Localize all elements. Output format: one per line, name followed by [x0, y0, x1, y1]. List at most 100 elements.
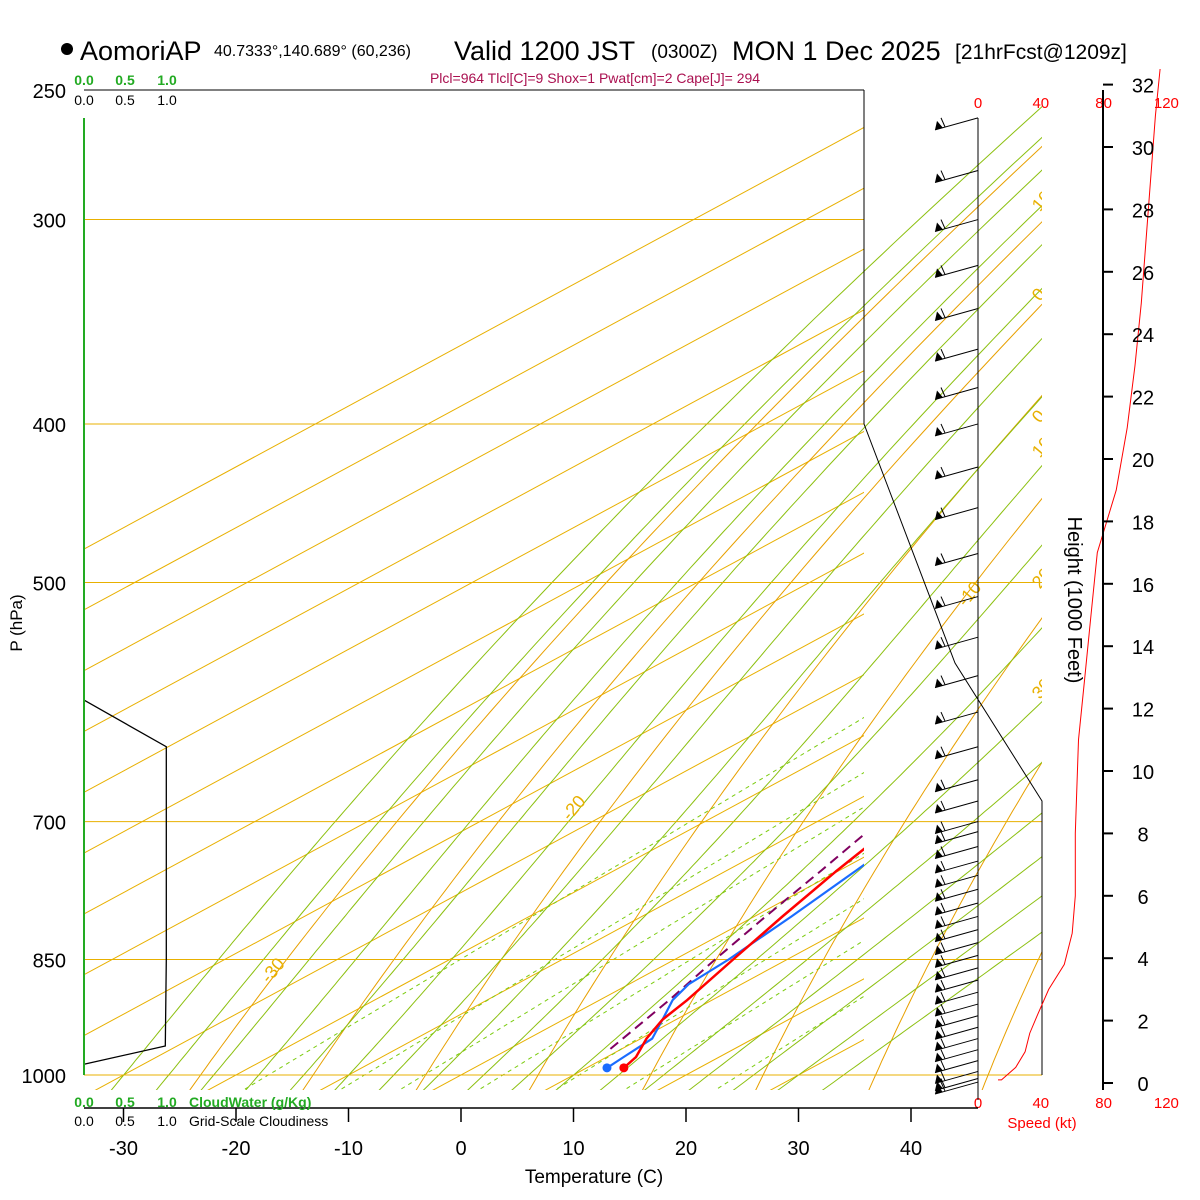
- height-tick-label: 2: [1137, 1012, 1148, 1034]
- pressure-tick-label: 500: [33, 574, 66, 596]
- theta-label: -20: [558, 791, 590, 824]
- wind-barb-feather: [940, 902, 946, 913]
- speed-bottom-tick-label: 0: [974, 1095, 982, 1112]
- moist-adiabat: [821, 931, 1042, 1090]
- wind-barb-flag: [935, 932, 943, 942]
- wind-barb-feather: [940, 1027, 946, 1037]
- theta-label: 10: [1028, 433, 1056, 461]
- wind-barb: [934, 466, 979, 480]
- height-tick-label: 32: [1132, 76, 1154, 98]
- wind-barb-flag: [935, 824, 943, 834]
- wind-barb: [934, 1038, 979, 1052]
- wind-barb-feather: [940, 711, 946, 722]
- wind-barb-feather: [940, 967, 946, 978]
- isotherm-line: [84, 613, 864, 1037]
- wind-barb-flag: [935, 919, 943, 929]
- speed-bottom-tick-label: 80: [1095, 1095, 1112, 1112]
- dry-adiabat: [302, 221, 1042, 1090]
- wind-barb-feather: [940, 596, 946, 606]
- height-tick-label: 16: [1132, 575, 1154, 597]
- isotherm-line: [319, 795, 864, 1090]
- cloudwater-top-label: 0.0: [74, 72, 94, 88]
- height-tick-label: 30: [1132, 138, 1154, 160]
- height-tick-label: 20: [1132, 450, 1154, 472]
- wind-barb: [934, 1003, 979, 1017]
- plateau-outline: [863, 90, 1043, 1075]
- height-tick-label: 24: [1132, 325, 1154, 347]
- isotherm-line: [84, 430, 864, 854]
- wind-barb-flag: [935, 970, 943, 980]
- wind-barb-flag: [935, 556, 943, 566]
- wind-barb-flag: [935, 390, 943, 400]
- wind-barb-flag: [935, 782, 943, 792]
- valid-utc: (0300Z): [651, 42, 718, 63]
- moist-adiabat: [245, 204, 1042, 1090]
- height-tick-label: 6: [1137, 887, 1148, 909]
- isotherm-line: [657, 978, 864, 1090]
- dry-adiabat: [981, 950, 1042, 1090]
- wind-barb: [934, 954, 979, 968]
- wind-barb-flag: [935, 510, 943, 520]
- wind-barb-flag: [935, 878, 943, 888]
- wind-barb: [934, 264, 979, 278]
- theta-label: 10: [1028, 187, 1056, 215]
- wind-barb-feather: [940, 348, 946, 359]
- isotherm-lines: [84, 126, 864, 1090]
- pressure-tick-label: 250: [33, 81, 66, 103]
- wind-barb: [934, 831, 979, 845]
- moist-adiabat: [422, 396, 1042, 1090]
- wind-barb-flag: [935, 749, 943, 759]
- wind-barb: [934, 779, 979, 793]
- wind-barb: [934, 929, 979, 943]
- wind-barb: [934, 1060, 979, 1074]
- wind-barb: [934, 1026, 979, 1040]
- wind-barb-feather: [940, 831, 946, 841]
- station-coords: 40.7333°,140.689° (60,236): [214, 43, 411, 60]
- wind-barb-feather: [940, 265, 946, 275]
- wind-barb-flag: [935, 958, 943, 968]
- dry-adiabat: [415, 303, 1042, 1090]
- moist-adiabat: [289, 243, 1042, 1090]
- wind-barb: [934, 507, 979, 521]
- wind-barb: [934, 967, 979, 981]
- wind-barb-flag: [935, 426, 943, 436]
- isotherm-line: [432, 856, 864, 1090]
- cloudwater-top-label: 1.0: [157, 72, 177, 88]
- isotherm-line: [84, 248, 864, 672]
- wind-barb: [934, 1070, 979, 1084]
- wind-barb: [934, 800, 979, 814]
- wind-barb: [934, 596, 979, 610]
- wind-barb: [934, 942, 979, 956]
- wind-barb-flag: [935, 864, 943, 874]
- wind-barb-flag: [935, 803, 943, 813]
- moist-adiabat: [110, 106, 1042, 1090]
- cloudiness-top-label: 0.5: [115, 92, 135, 108]
- wind-barb-feather: [940, 675, 946, 685]
- moist-adiabat: [555, 627, 1042, 1090]
- mixing-ratio-line: [398, 806, 864, 1090]
- wind-barb-flag: [935, 311, 943, 321]
- mixing-ratio-line: [714, 995, 864, 1090]
- wind-barb: [934, 553, 979, 566]
- wind-barb-flag: [935, 892, 943, 902]
- wind-barb: [934, 874, 979, 888]
- wind-barb-flag: [935, 906, 943, 916]
- wind-barb-feather: [940, 1038, 946, 1048]
- pressure-tick-label: 700: [33, 813, 66, 835]
- wind-barb-feather: [940, 1003, 946, 1014]
- surface-temp-marker: [619, 1063, 629, 1073]
- mixing-ratio-line: [623, 939, 864, 1090]
- wind-barb-flag: [935, 599, 943, 609]
- wind-barb-flag: [935, 995, 943, 1005]
- cloudwater-bottom-label: 0.0: [74, 1094, 94, 1110]
- isotherm-line: [544, 917, 864, 1090]
- wind-barb-feather: [940, 929, 946, 939]
- wind-barb-feather: [940, 636, 946, 647]
- isotherm-line: [94, 674, 864, 1090]
- cloudwater-top-label: 0.5: [115, 72, 135, 88]
- wind-barb-flag: [935, 470, 943, 480]
- wind-barb-flag: [935, 715, 943, 725]
- wind-barb-feather: [940, 942, 946, 952]
- wind-barb-flag: [935, 640, 943, 650]
